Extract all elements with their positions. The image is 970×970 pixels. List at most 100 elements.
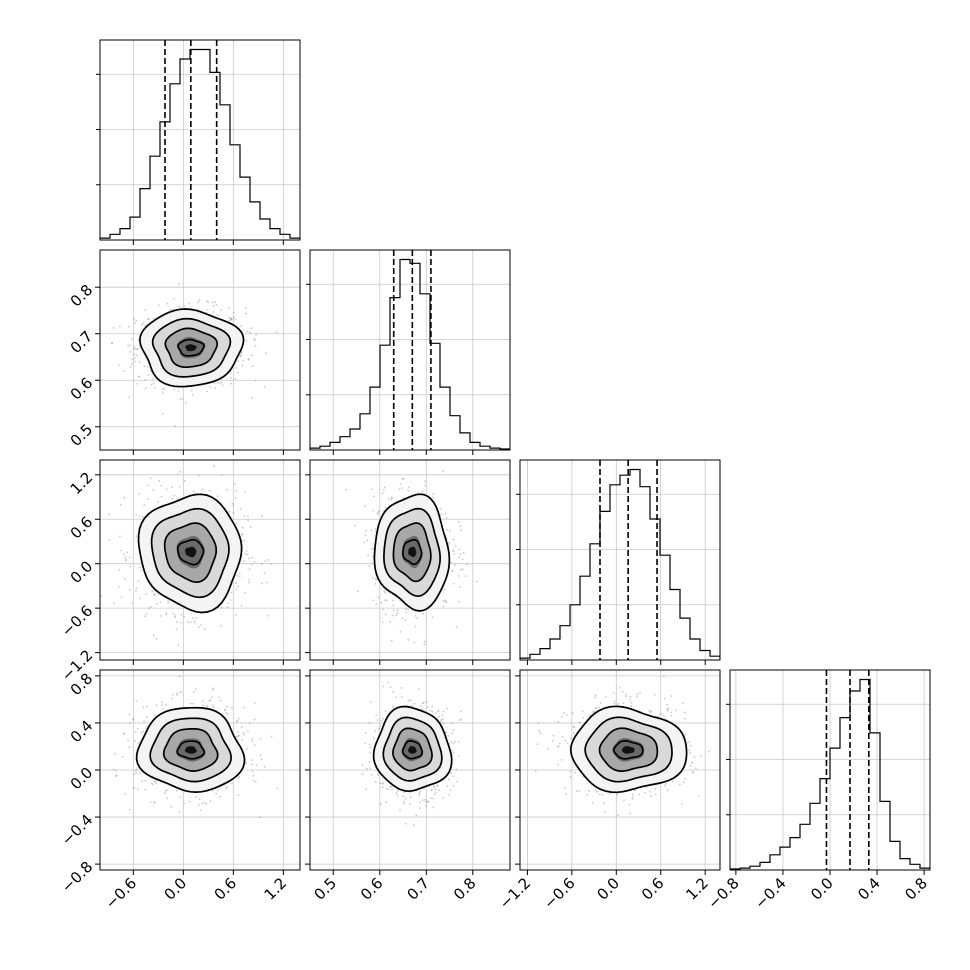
- sample-point: [178, 470, 181, 473]
- sample-point: [201, 802, 204, 805]
- sample-point: [141, 780, 143, 783]
- sample-point: [440, 720, 442, 723]
- sample-point: [208, 699, 211, 702]
- sample-point: [220, 606, 223, 609]
- sample-point: [224, 708, 227, 711]
- sample-point: [253, 338, 256, 340]
- sample-point: [573, 732, 575, 734]
- sample-point: [236, 574, 239, 577]
- sample-point: [451, 569, 454, 572]
- sample-point: [173, 616, 176, 619]
- sample-point: [429, 709, 432, 712]
- sample-point: [133, 773, 135, 776]
- sample-point: [199, 809, 202, 812]
- sample-point: [189, 621, 192, 624]
- sample-point: [452, 550, 455, 553]
- sample-point: [134, 740, 137, 742]
- sample-point: [137, 788, 139, 791]
- sample-point: [381, 782, 384, 785]
- sample-point: [183, 305, 186, 308]
- sample-point: [255, 764, 258, 767]
- sample-point: [560, 759, 563, 761]
- panel-content: [310, 670, 510, 870]
- sample-point: [444, 512, 447, 515]
- contour-line: [402, 538, 423, 566]
- sample-point: [235, 582, 238, 584]
- sample-point: [631, 795, 634, 798]
- sample-point: [345, 488, 348, 491]
- sample-point: [213, 464, 216, 467]
- sample-point: [369, 746, 372, 749]
- sample-point: [244, 592, 246, 594]
- sample-point: [396, 609, 399, 612]
- sample-point: [270, 563, 273, 565]
- panel-2-2: [516, 459, 721, 665]
- sample-point: [178, 282, 180, 285]
- sample-point: [436, 784, 439, 787]
- sample-point: [135, 354, 138, 357]
- sample-point: [197, 301, 200, 303]
- sample-point: [205, 802, 208, 805]
- sample-point: [226, 713, 229, 716]
- sample-point: [231, 502, 234, 505]
- sample-point: [390, 496, 393, 499]
- sample-point: [219, 699, 222, 702]
- sample-point: [114, 752, 116, 755]
- sample-point: [445, 731, 447, 734]
- sample-point: [138, 515, 141, 517]
- sample-point: [209, 489, 211, 492]
- x-tick-label: 0.0: [161, 874, 191, 904]
- sample-point: [203, 628, 206, 631]
- y-tick-label: 0.7: [67, 327, 97, 357]
- sample-point: [177, 390, 180, 392]
- sample-point: [237, 585, 240, 588]
- sample-point: [369, 751, 371, 754]
- sample-point: [138, 375, 140, 378]
- sample-point: [625, 693, 627, 696]
- sample-point: [361, 764, 364, 766]
- panel-frame: [519, 459, 721, 661]
- sample-point: [125, 558, 127, 560]
- sample-point: [250, 396, 253, 399]
- sample-point: [581, 710, 584, 713]
- sample-point: [374, 578, 377, 581]
- contour-line: [176, 538, 205, 566]
- sample-point: [265, 352, 267, 354]
- sample-point: [431, 616, 434, 619]
- sample-point: [400, 696, 403, 698]
- sample-point: [230, 382, 233, 385]
- panel-2-0: −1.2−0.60.00.61.2: [58, 459, 301, 685]
- sample-point: [364, 534, 367, 537]
- sample-point: [361, 773, 364, 776]
- sample-point: [432, 493, 435, 495]
- sample-point: [250, 327, 253, 329]
- sample-point: [155, 780, 157, 783]
- sample-point: [220, 309, 222, 312]
- sample-point: [216, 314, 219, 316]
- sample-point: [166, 797, 169, 800]
- sample-point: [112, 768, 115, 771]
- sample-point: [402, 795, 405, 798]
- sample-point: [171, 497, 174, 500]
- sample-point: [190, 389, 193, 392]
- sample-point: [206, 300, 208, 302]
- sample-point: [251, 365, 254, 367]
- sample-point: [153, 801, 155, 804]
- sample-point: [134, 348, 137, 350]
- sample-point: [163, 388, 166, 390]
- sample-point: [145, 592, 148, 595]
- sample-point: [445, 601, 448, 604]
- sample-point: [448, 778, 450, 781]
- sample-point: [443, 588, 446, 591]
- sample-point: [241, 351, 243, 353]
- sample-point: [547, 747, 550, 750]
- sample-point: [680, 803, 683, 805]
- sample-point: [221, 474, 223, 476]
- sample-point: [384, 599, 386, 601]
- sample-point: [211, 301, 214, 304]
- sample-point: [370, 529, 373, 532]
- histogram-2: [520, 468, 720, 660]
- sample-point: [621, 690, 624, 693]
- sample-point: [254, 744, 256, 746]
- sample-point: [144, 779, 146, 782]
